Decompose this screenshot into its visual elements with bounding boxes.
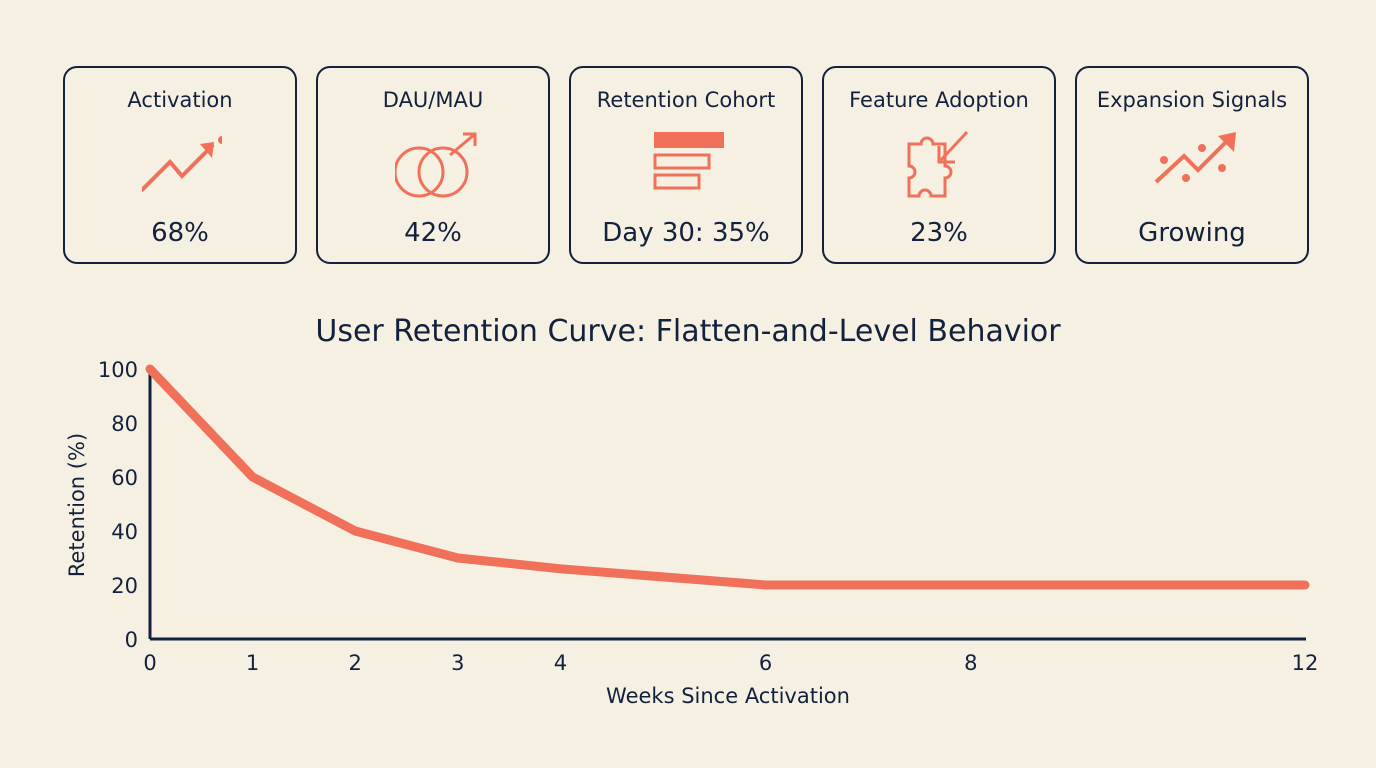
kpi-card-retention-cohort: Retention Cohort Day 30: 35%	[569, 66, 803, 264]
x-tick-label: 4	[554, 651, 567, 675]
kpi-card-expansion-signals: Expansion Signals Growing	[1075, 66, 1309, 264]
card-title: Expansion Signals	[1096, 88, 1288, 112]
card-value: Day 30: 35%	[602, 218, 770, 248]
puzzle-arrow-icon	[907, 130, 969, 198]
y-tick-label: 20	[111, 574, 138, 598]
card-value: 68%	[151, 218, 209, 248]
y-tick-label: 60	[111, 466, 138, 490]
kpi-card-dau-mau: DAU/MAU 42%	[316, 66, 550, 264]
overlapping-circles-arrow-icon	[395, 132, 477, 198]
x-axis-label: Weeks Since Activation	[606, 684, 850, 708]
cohort-bars-icon	[653, 132, 724, 190]
chart-title: User Retention Curve: Flatten-and-Level …	[315, 314, 1061, 349]
card-title: Feature Adoption	[849, 88, 1029, 112]
card-title: Activation	[127, 88, 233, 112]
kpi-card-activation: Activation 68%	[63, 66, 297, 264]
card-value: 23%	[910, 218, 968, 248]
x-tick-label: 12	[1292, 651, 1319, 675]
card-title: Retention Cohort	[596, 88, 776, 112]
x-tick-label: 6	[759, 651, 772, 675]
x-tick-label: 3	[451, 651, 464, 675]
trend-up-arrow-icon	[142, 136, 222, 192]
x-tick-label: 8	[964, 651, 977, 675]
x-tick-label: 2	[349, 651, 362, 675]
y-tick-label: 80	[111, 412, 138, 436]
retention-series-line	[145, 364, 1310, 590]
y-tick-label: 0	[125, 628, 138, 652]
card-value: Growing	[1138, 218, 1246, 248]
y-tick-label: 100	[98, 358, 138, 382]
kpi-card-feature-adoption: Feature Adoption 23%	[822, 66, 1056, 264]
x-tick-label: 1	[246, 651, 259, 675]
scatter-trend-arrow-icon	[1154, 132, 1236, 184]
retention-chart: User Retention Curve: Flatten-and-Level …	[65, 314, 1319, 708]
x-tick-label: 0	[143, 651, 156, 675]
y-axis-label: Retention (%)	[65, 433, 89, 577]
card-title: DAU/MAU	[382, 88, 484, 112]
y-tick-label: 40	[111, 520, 138, 544]
card-value: 42%	[404, 218, 462, 248]
